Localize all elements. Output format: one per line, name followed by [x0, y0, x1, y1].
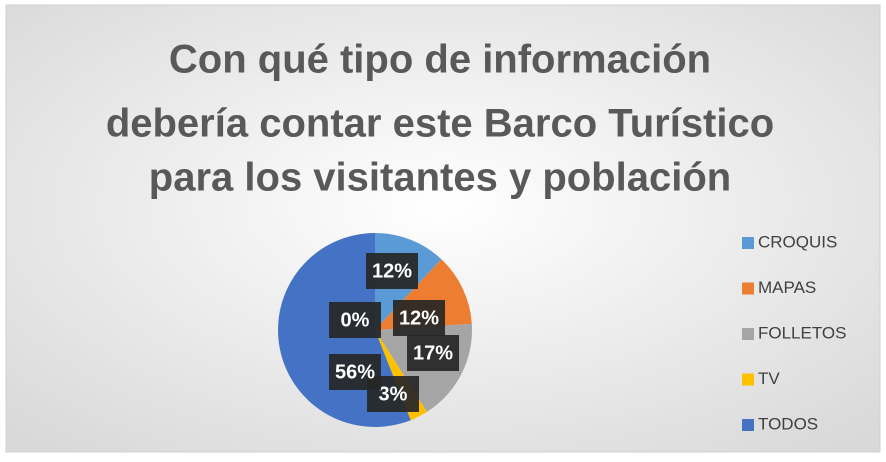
legend-swatch: [742, 419, 754, 431]
data-label-box: [329, 302, 381, 338]
data-label: 3%: [379, 383, 408, 405]
legend-label: CROQUIS: [758, 232, 837, 251]
legend-label: TODOS: [758, 414, 818, 433]
data-label: 12%: [399, 307, 439, 329]
data-label-box: [407, 335, 459, 371]
legend-swatch: [742, 282, 754, 295]
data-label: 0%: [341, 309, 370, 331]
data-label: 17%: [413, 342, 453, 364]
legend-label: FOLLETOS: [758, 323, 847, 342]
data-label: 12%: [372, 260, 412, 282]
legend-swatch: [742, 328, 754, 340]
chart-title: para los visitantes y población: [149, 156, 731, 200]
data-label: 56%: [335, 361, 375, 383]
data-label-box: [393, 300, 445, 336]
legend-label: MAPAS: [758, 278, 816, 297]
data-label-box: [329, 354, 381, 390]
legend-swatch: [742, 373, 754, 386]
chart-title: Con qué tipo de información: [169, 38, 711, 82]
legend-swatch: [742, 237, 754, 249]
chart-title: debería contar este Barco Turístico: [106, 102, 774, 146]
data-label-box: [366, 253, 418, 289]
legend-label: TV: [758, 369, 780, 388]
